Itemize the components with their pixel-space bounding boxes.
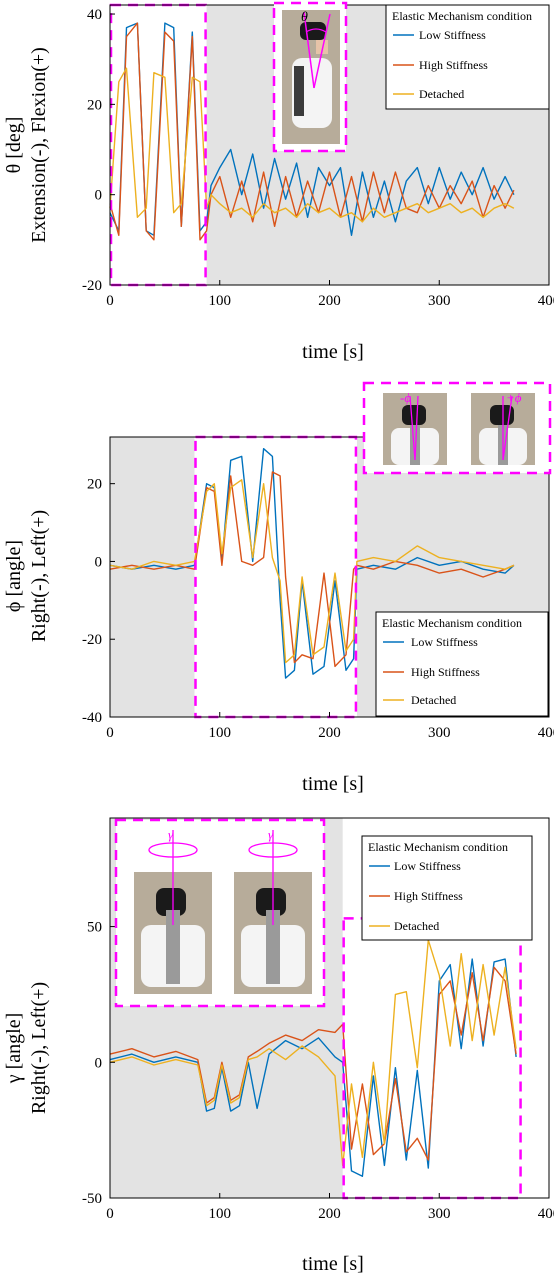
panel-theta-xtick-label: 200 (318, 293, 341, 309)
panel-gamma-photo-left: γ (134, 827, 212, 994)
panel-phi-series-high-line (109, 471, 515, 668)
panel-gamma-ylabel-2: Right(-), Left(+) (28, 982, 50, 1114)
panel-phi: 0 100 200 300 400 -40 -20 0 20 -ϕ +ϕ (3, 381, 554, 795)
panel-phi-xtick-label: 300 (428, 725, 451, 741)
panel-theta-ytick-label: 20 (87, 97, 102, 113)
panel-phi-xtick-label: 200 (318, 725, 341, 741)
panel-theta-xtick-label: 100 (209, 293, 232, 309)
panel-theta-ylabel-1: θ [deg] (3, 117, 25, 174)
panel-phi-ytick-label: 0 (95, 554, 103, 570)
panel-phi-shaded-region-1 (110, 437, 195, 717)
panel-theta-legend-low: Low Stiffness (419, 28, 486, 42)
panel-phi-legend-title: Elastic Mechanism condition (382, 616, 522, 630)
panel-phi-xtick-label: 0 (106, 725, 114, 741)
panel-phi-photo-inset: -ϕ +ϕ (362, 381, 552, 475)
panel-gamma-xlabel: time [s] (302, 1253, 364, 1275)
panel-theta-ytick-label: 40 (87, 7, 102, 23)
panel-phi-ytick-label: -40 (82, 710, 102, 726)
panel-phi-legend: Elastic Mechanism condition Low Stiffnes… (375, 611, 549, 717)
panel-theta-photo-inset: θ (272, 1, 348, 153)
panel-theta-legend: Elastic Mechanism condition Low Stiffnes… (385, 4, 550, 110)
panel-gamma-ytick-label: 50 (87, 920, 102, 936)
panel-gamma-ytick-label: -50 (82, 1191, 102, 1207)
panel-gamma-legend-low: Low Stiffness (394, 859, 461, 873)
panel-theta-xtick-label: 400 (538, 293, 554, 309)
panel-theta-series-low-line (109, 22, 515, 237)
panel-gamma-legend: Elastic Mechanism condition Low Stiffnes… (361, 835, 533, 941)
panel-theta-legend-title: Elastic Mechanism condition (392, 9, 532, 23)
panel-phi-ticks: 0 100 200 300 400 -40 -20 0 20 (82, 477, 554, 741)
panel-phi-photo-left: -ϕ (383, 390, 447, 465)
panel-phi-ytick-label: -20 (82, 632, 102, 648)
panel-gamma-xtick-label: 100 (209, 1206, 232, 1222)
panel-theta-photo-angle-label: θ (301, 10, 308, 25)
panel-gamma-legend-title: Elastic Mechanism condition (368, 840, 508, 854)
panel-phi-series-low-line (109, 448, 515, 679)
panel-phi-photo-right-label: +ϕ (506, 390, 522, 405)
panel-gamma-lines (109, 939, 517, 1178)
panel-gamma-xtick-label: 200 (318, 1206, 341, 1222)
panel-phi-ytick-label: 20 (87, 477, 102, 493)
panel-phi-ylabel-2: Right(-), Left(+) (28, 510, 50, 642)
panel-phi-xtick-label: 400 (538, 725, 554, 741)
panel-theta-ytick-label: -20 (82, 278, 102, 294)
panel-theta-series-detached-line (109, 67, 515, 223)
panel-gamma-ytick-label: 0 (95, 1055, 103, 1071)
panel-theta-ylabel-2: Extension(-), Flexion(+) (28, 47, 50, 243)
panel-gamma-legend-high: High Stiffness (394, 889, 463, 903)
panel-gamma-photo-right-label: γ (268, 827, 274, 842)
panel-phi-series-detached-line (109, 479, 515, 664)
panel-gamma-series-detached-line (109, 939, 517, 1167)
panel-theta-xtick-label: 300 (428, 293, 451, 309)
panel-theta-xtick-label: 0 (106, 293, 114, 309)
panel-phi-photo-right: +ϕ (471, 390, 535, 465)
panel-phi-xlabel: time [s] (302, 773, 364, 795)
panel-theta-xlabel: time [s] (302, 341, 364, 363)
panel-phi-legend-low: Low Stiffness (411, 635, 478, 649)
panel-gamma-xtick-label: 0 (106, 1206, 114, 1222)
panel-theta-legend-detached: Detached (419, 87, 464, 101)
panel-phi-ylabel-1: ϕ [angle] (3, 540, 25, 612)
panel-theta-legend-high: High Stiffness (419, 58, 488, 72)
panel-theta-ytick-label: 0 (95, 188, 103, 204)
panel-gamma-series-high-line (109, 966, 517, 1161)
panel-phi-photo-left-label: -ϕ (400, 390, 411, 405)
panel-theta-lines (109, 22, 515, 241)
panel-phi-xtick-label: 100 (209, 725, 232, 741)
panel-phi-legend-high: High Stiffness (411, 665, 480, 679)
panel-gamma-photo-right: γ (234, 827, 312, 994)
panel-gamma-ylabel-1: γ [angle] (3, 1013, 25, 1084)
panel-phi-lines (109, 448, 515, 679)
panel-phi-legend-detached: Detached (411, 693, 456, 707)
panel-gamma-xtick-label: 400 (538, 1206, 554, 1222)
panel-gamma-legend-detached: Detached (394, 919, 439, 933)
panel-gamma-highlight-box (342, 917, 522, 1200)
panel-gamma-photo-inset: γ γ (114, 818, 326, 1008)
panel-gamma-photo-left-label: γ (168, 827, 174, 842)
panel-gamma-xtick-label: 300 (428, 1206, 451, 1222)
panel-phi-highlight-box (194, 435, 358, 719)
